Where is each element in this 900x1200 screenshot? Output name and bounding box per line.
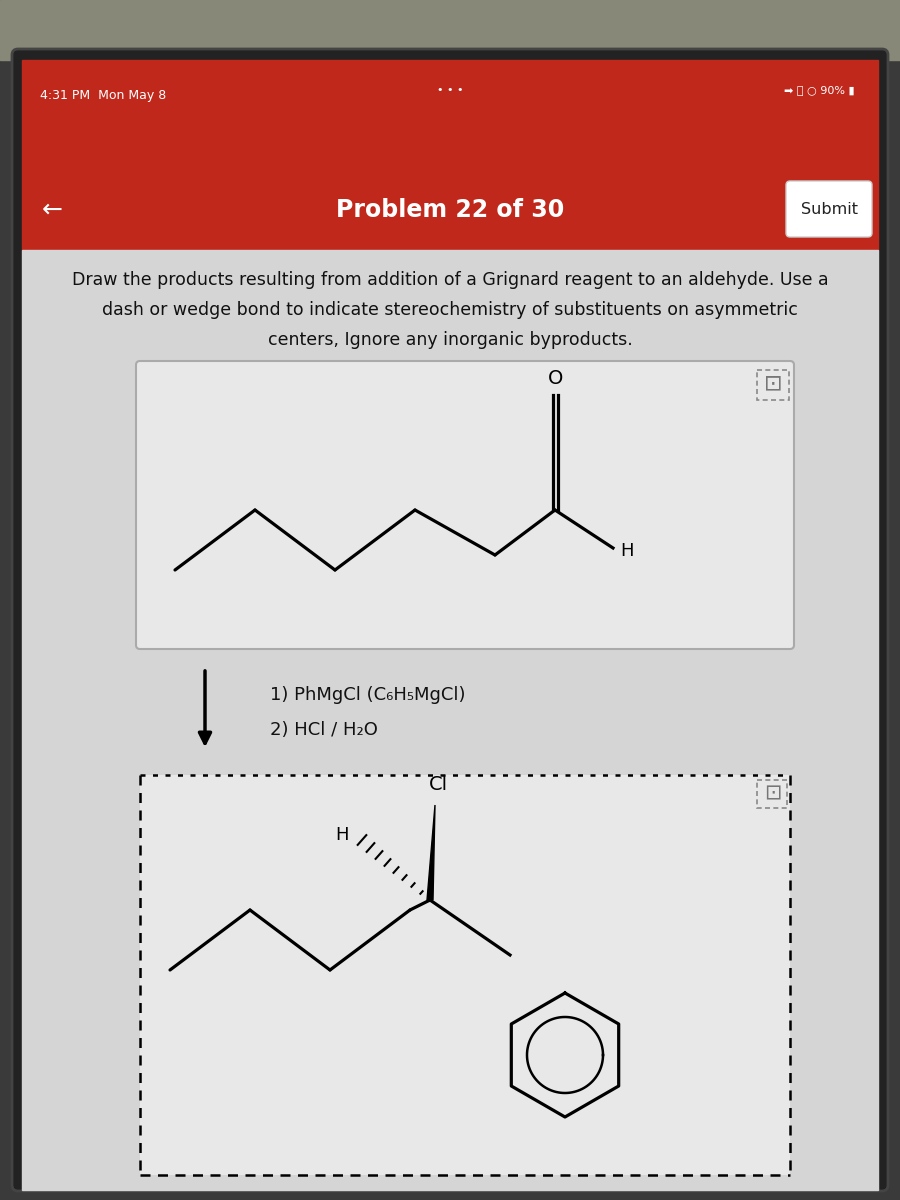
Text: ➡ ⓘ ○ 90% ▮: ➡ ⓘ ○ 90% ▮ (785, 85, 855, 95)
Text: ←: ← (42, 198, 63, 222)
Text: ⊡: ⊡ (764, 373, 782, 392)
Bar (0, 0, 900, 60)
Text: • • •: • • • (436, 85, 464, 95)
Text: Problem 22 of 30: Problem 22 of 30 (336, 198, 564, 222)
Text: 4:31 PM  Mon May 8: 4:31 PM Mon May 8 (40, 89, 166, 102)
Text: 2) HCl / H₂O: 2) HCl / H₂O (270, 721, 378, 739)
Bar (22, 250, 878, 1190)
Text: H: H (620, 542, 634, 560)
Text: Draw the products resulting from addition of a Grignard reagent to an aldehyde. : Draw the products resulting from additio… (72, 271, 828, 289)
FancyBboxPatch shape (786, 181, 872, 236)
Bar (140, 775, 790, 1175)
Text: Submit: Submit (800, 202, 858, 216)
Text: H: H (335, 826, 349, 844)
Bar (22, 60, 878, 250)
Text: centers, Ignore any inorganic byproducts.: centers, Ignore any inorganic byproducts… (267, 331, 633, 349)
Text: Cl: Cl (428, 775, 447, 794)
Text: 1) PhMgCl (C₆H₅MgCl): 1) PhMgCl (C₆H₅MgCl) (270, 686, 465, 704)
Text: O: O (548, 370, 563, 389)
Polygon shape (427, 805, 435, 900)
Text: dash or wedge bond to indicate stereochemistry of substituents on asymmetric: dash or wedge bond to indicate stereoche… (102, 301, 798, 319)
FancyBboxPatch shape (136, 361, 794, 649)
Text: ⊡: ⊡ (764, 782, 782, 803)
FancyBboxPatch shape (12, 49, 888, 1190)
